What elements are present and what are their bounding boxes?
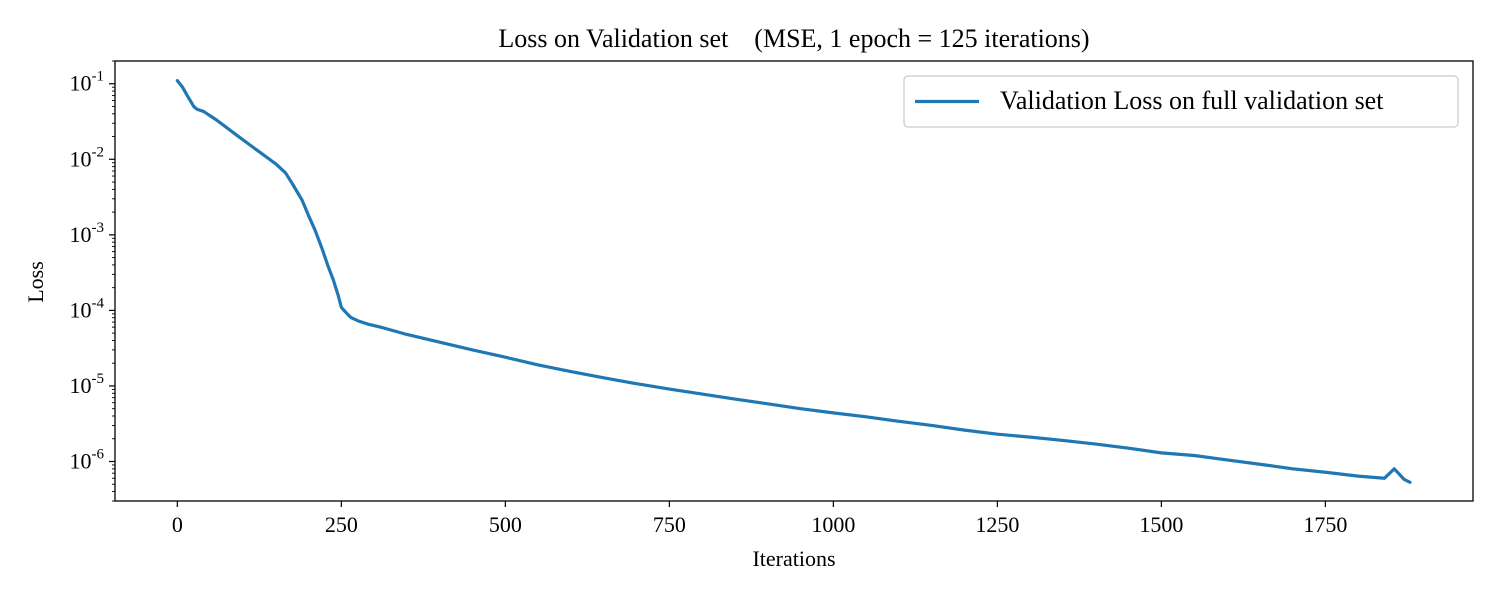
y-tick-label: 10-2: [70, 144, 105, 171]
y-tick-label: 10-3: [70, 220, 105, 247]
title-layer: Loss on Validation set (MSE, 1 epoch = 1…: [498, 24, 1089, 53]
x-tick-label: 1250: [975, 512, 1019, 537]
x-tick-label: 0: [172, 512, 183, 537]
legend-label: Validation Loss on full validation set: [1000, 86, 1384, 115]
plot-area: [175, 79, 1412, 484]
series-line-0: [175, 79, 1412, 484]
legend-box: [903, 75, 1459, 128]
x-tick-label: 750: [653, 512, 686, 537]
plot-frame: [114, 60, 1474, 502]
y-tick-label: 10-4: [70, 295, 105, 322]
y-axis-label: Loss: [23, 261, 48, 303]
x-tick-label: 500: [489, 512, 522, 537]
y-tick-label: 10-5: [70, 371, 105, 398]
chart-title: Loss on Validation set (MSE, 1 epoch = 1…: [498, 24, 1089, 53]
axis-labels: Iterations Loss: [23, 261, 836, 571]
x-tick-label: 1000: [811, 512, 855, 537]
legend: Validation Loss on full validation set: [903, 75, 1459, 128]
y-tick-label: 10-1: [70, 69, 105, 96]
axes: 0 250 500 750 1000 1250 1500 1750 10-6 10-5 10-4 10…: [70, 60, 1474, 537]
x-tick-label: 250: [325, 512, 358, 537]
x-tick-label: 1500: [1139, 512, 1183, 537]
y-tick-label: 10-6: [70, 446, 105, 473]
x-axis-label: Iterations: [752, 546, 835, 571]
x-tick-label: 1750: [1303, 512, 1347, 537]
